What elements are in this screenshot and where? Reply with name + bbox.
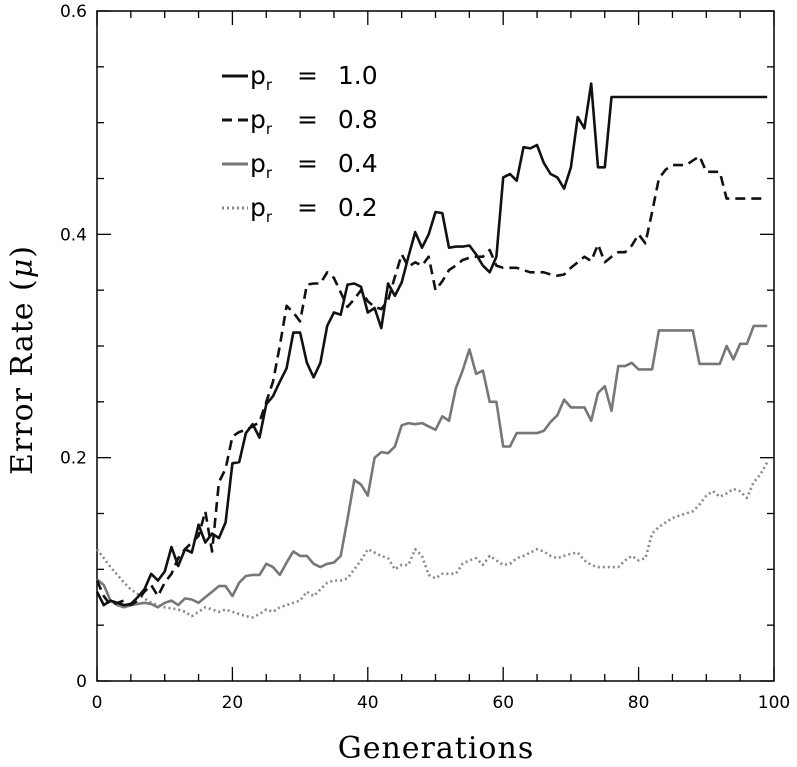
x-tick-label: 0 xyxy=(92,693,103,713)
y-tick-label: 0.4 xyxy=(60,225,87,245)
axis-ticks xyxy=(96,10,775,682)
y-axis-title: Error Rate (μ) xyxy=(5,245,40,475)
legend-label-4: pr = 0.2 xyxy=(250,193,378,226)
legend-label-subscript: r xyxy=(266,76,273,94)
legend-label-value: = 0.2 xyxy=(297,193,378,222)
y-tick-label: 0 xyxy=(76,672,87,692)
y-axis-title-main: Error Rate ( xyxy=(5,278,40,475)
legend-label-symbol: p xyxy=(250,193,266,222)
x-tick-label: 20 xyxy=(222,693,244,713)
series-line-3 xyxy=(96,324,768,609)
x-tick-label: 100 xyxy=(758,693,790,713)
legend-label-subscript: r xyxy=(266,208,273,226)
y-tick-label: 0.2 xyxy=(60,449,87,469)
x-axis-title: Generations xyxy=(338,731,534,766)
x-tick-label: 80 xyxy=(628,693,650,713)
legend-label-symbol: p xyxy=(250,61,266,90)
legend-label-value: = 0.8 xyxy=(297,105,378,134)
legend-label-value: = 0.4 xyxy=(297,149,378,178)
series-line-4 xyxy=(95,461,769,619)
series-line-2 xyxy=(95,154,768,607)
series-line-1 xyxy=(95,82,768,607)
y-axis-title-symbol: μ xyxy=(5,258,40,279)
legend-label-value: = 1.0 xyxy=(297,61,378,90)
axis-tick-labels: 0 20 40 60 80 100 0 0.2 0.4 0.6 xyxy=(60,2,790,713)
legend-label-3: pr = 0.4 xyxy=(250,149,378,182)
legend: pr = 1.0pr = 0.8pr = 0.4pr = 0.2 xyxy=(222,61,378,226)
series-group xyxy=(95,82,769,619)
legend-label-subscript: r xyxy=(266,164,273,182)
x-tick-label: 40 xyxy=(357,693,379,713)
y-tick-label: 0.6 xyxy=(60,2,87,22)
legend-label-symbol: p xyxy=(250,149,266,178)
legend-label-subscript: r xyxy=(266,120,273,138)
legend-label-1: pr = 1.0 xyxy=(250,61,378,94)
y-axis-title-close: ) xyxy=(5,245,40,258)
x-tick-label: 60 xyxy=(492,693,514,713)
legend-label-symbol: p xyxy=(250,105,266,134)
plot-frame xyxy=(96,10,775,682)
legend-label-2: pr = 0.8 xyxy=(250,105,378,138)
